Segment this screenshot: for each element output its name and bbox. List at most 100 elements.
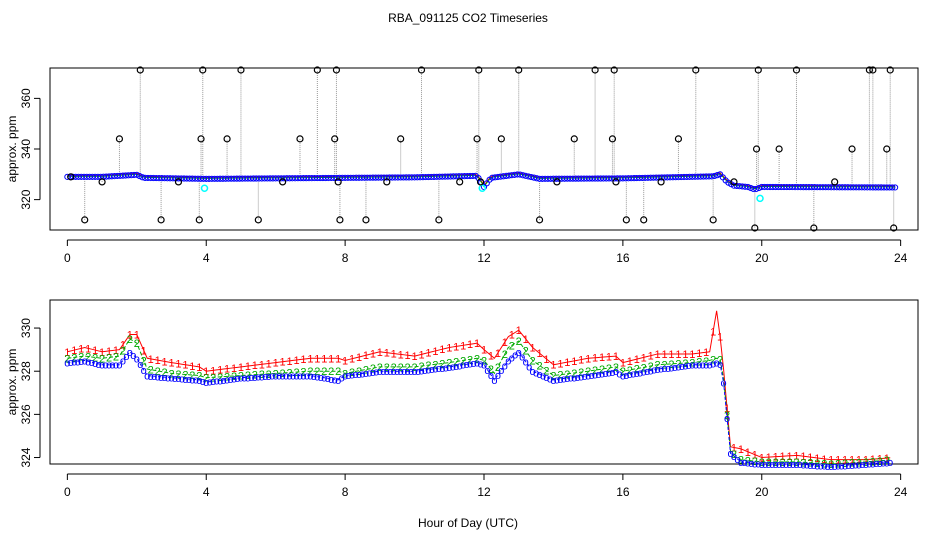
bottom-series-1-label: 1: [849, 455, 855, 467]
top-cyan-point: [478, 184, 487, 192]
bottom-series-1-label: 1: [280, 357, 286, 369]
bottom-series-2-label: 2: [92, 352, 98, 364]
bottom-series-2-label: 2: [509, 340, 515, 352]
bottom-series-1-label: 1: [814, 453, 820, 465]
bottom-series-3-label: o: [377, 366, 383, 378]
bottom-series-1-label: 1: [613, 351, 619, 363]
bottom-series-3-label: o: [814, 460, 820, 472]
top-outlier-point: [657, 178, 665, 186]
bottom-series-3-label: o: [502, 360, 508, 372]
bottom-series-1-label: 1: [335, 353, 341, 365]
bottom-series-3-label: o: [224, 374, 230, 386]
bottom-series-3-label: o: [391, 366, 397, 378]
bottom-series-3-label: o: [96, 359, 102, 371]
top-outlier-point: [608, 135, 617, 143]
bottom-series-1-label: 1: [474, 338, 480, 350]
bottom-series-2-label: 2: [384, 362, 390, 374]
bottom-series-3-label: o: [762, 459, 768, 471]
bottom-series-2-label: 2: [738, 455, 744, 467]
top-outlier-point: [81, 216, 89, 224]
bottom-series-3-label: o: [724, 413, 730, 425]
bottom-series-2-label: 2: [307, 366, 313, 378]
top-outlier-points: [67, 66, 898, 232]
bottom-series-3-label: o: [745, 458, 751, 470]
bottom-series-1-label: 1: [418, 349, 424, 361]
bottom-series-3-label: o: [450, 361, 456, 373]
bottom-series-2-label: 2: [766, 457, 772, 469]
bottom-series-2-label: 2: [752, 456, 758, 468]
bottom-series-3-label: o: [363, 368, 369, 380]
bottom-series-3-label: o: [776, 459, 782, 471]
bottom-series-3-label: o: [276, 371, 282, 383]
bottom-series-2-label: 2: [71, 352, 77, 364]
bottom-series-1-label: 1: [481, 345, 487, 357]
bottom-series-3-label: o: [141, 365, 147, 377]
bottom-series-1-label: 1: [78, 343, 84, 355]
bottom-series-2-label: 2: [300, 367, 306, 379]
bottom-series-1-label: 1: [391, 349, 397, 361]
bottom-series-2-label: 2: [106, 352, 112, 364]
top-outlier-point: [331, 135, 339, 143]
bottom-series-3-label: o: [675, 361, 681, 373]
bottom-series-1-label: 1: [710, 326, 716, 338]
top-y-tick-label: 340: [19, 139, 33, 159]
bottom-series-1-label: 1: [196, 362, 202, 374]
bottom-series-3-label: o: [398, 366, 404, 378]
bottom-series-3-label: o: [797, 459, 803, 471]
bottom-series-3-label: o: [644, 366, 650, 378]
bottom-series-3-label: o: [752, 458, 758, 470]
bottom-series-3-label: o: [488, 370, 494, 382]
bottom-series-3-label: o: [439, 363, 445, 375]
bottom-series-1-label: 1: [564, 357, 570, 369]
bottom-series-3-label: o: [887, 457, 893, 469]
top-outlier-point: [254, 216, 262, 224]
bottom-series-3-label: o: [783, 459, 789, 471]
bottom-series-3-label: o: [536, 369, 542, 381]
top-outlier-point: [752, 145, 761, 153]
bottom-series-3-label: o: [262, 371, 268, 383]
bottom-series-1-label: 1: [606, 352, 612, 364]
bottom-series-1-label: 1: [800, 451, 806, 463]
bottom-series-3-label: o: [845, 460, 851, 472]
top-baseline-point: [522, 172, 529, 179]
top-baseline-point: [891, 184, 899, 191]
bottom-series-2-label: 2: [85, 352, 91, 364]
bottom-series-2-label: 2: [439, 358, 445, 370]
bottom-series-1-label: 1: [398, 349, 404, 361]
top-outlier-point: [334, 178, 342, 186]
bottom-series-3-label: o: [130, 350, 136, 362]
bottom-series-3-label: o: [741, 457, 747, 469]
bottom-series-3-label: o: [575, 372, 581, 384]
bottom-series-2-label: 2: [363, 364, 369, 376]
bottom-series-2-label: 2: [405, 362, 411, 374]
bottom-series-1-label: 1: [877, 454, 883, 466]
bottom-series-1-label: 1: [655, 349, 661, 361]
bottom-series-1-label: 1: [141, 345, 147, 357]
bottom-series-2-label: 2: [634, 364, 640, 376]
bottom-series-2-label: 2: [342, 368, 348, 380]
bottom-series-2-label: 2: [863, 457, 869, 469]
bottom-series-1-label: 1: [252, 360, 258, 372]
bottom-series-1-label: 1: [266, 358, 272, 370]
bottom-series-3-label: o: [245, 372, 251, 384]
bottom-series-1-label: 1: [828, 455, 834, 467]
bottom-series-2-label: 2: [148, 365, 154, 377]
bottom-series-2-label: 2: [536, 360, 542, 372]
bottom-series-3-label: o: [616, 368, 622, 380]
bottom-series-3-label: o: [856, 459, 862, 471]
bottom-series-1-label: 1: [182, 360, 188, 372]
bottom-series-2-label: 2: [78, 352, 84, 364]
bottom-series-labels: 1 1 1 1 1 1 1 1 11 111 1 1 1 1 1 1 1 1 1 1 1 1 1 1 1 1 1 1 1 1 1 1 1 1 1 1 1…: [64, 325, 893, 473]
bottom-series-2-label: 2: [557, 370, 563, 382]
bottom-series-3-label: o: [432, 364, 438, 376]
top-x-tick-label: 24: [894, 251, 908, 265]
bottom-series-1-label: 1: [432, 346, 438, 358]
bottom-series-1-label: 1: [439, 344, 445, 356]
bottom-series-3-label: o: [609, 367, 615, 379]
bottom-series-1-label: 1: [370, 349, 376, 361]
bottom-series-2-label: 2: [162, 367, 168, 379]
bottom-series-2-label: 2: [592, 365, 598, 377]
bottom-series-3-label: o: [266, 371, 272, 383]
bottom-series-1-label: 1: [536, 348, 542, 360]
bottom-series-2-label: 2: [780, 457, 786, 469]
